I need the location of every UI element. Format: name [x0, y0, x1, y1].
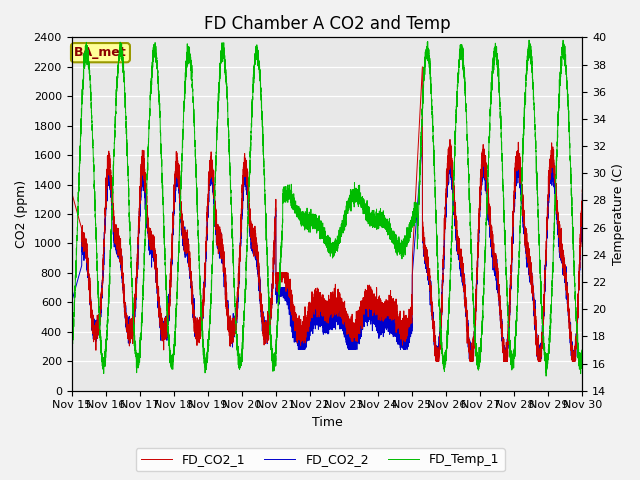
Title: FD Chamber A CO2 and Temp: FD Chamber A CO2 and Temp — [204, 15, 451, 33]
FD_CO2_2 — [68, 300, 76, 305]
FD_CO2_1 — [269, 292, 276, 298]
FD_Temp_1 — [525, 37, 533, 43]
X-axis label: Time: Time — [312, 416, 342, 429]
FD_CO2_2 — [579, 204, 586, 209]
FD_CO2_1 — [68, 189, 76, 195]
FD_CO2_2 — [283, 287, 291, 292]
FD_Temp_1 — [476, 352, 483, 358]
Text: BA_met: BA_met — [74, 46, 127, 59]
FD_Temp_1 — [542, 373, 550, 379]
FD_CO2_1 — [451, 204, 459, 210]
FD_CO2_1 — [490, 265, 497, 271]
FD_CO2_2 — [471, 334, 479, 340]
FD_Temp_1 — [490, 59, 497, 64]
FD_CO2_1 — [476, 188, 484, 193]
FD_Temp_1 — [269, 349, 276, 355]
FD_CO2_2 — [476, 212, 484, 218]
FD_CO2_2 — [490, 249, 497, 255]
Y-axis label: Temperature (C): Temperature (C) — [612, 163, 625, 265]
FD_Temp_1 — [68, 348, 76, 354]
FD_CO2_2 — [269, 288, 276, 293]
FD_Temp_1 — [451, 147, 459, 153]
Legend: FD_CO2_1, FD_CO2_2, FD_Temp_1: FD_CO2_1, FD_CO2_2, FD_Temp_1 — [136, 448, 504, 471]
Line: FD_Temp_1: FD_Temp_1 — [72, 40, 582, 376]
FD_CO2_1 — [471, 322, 479, 328]
FD_Temp_1 — [283, 192, 291, 197]
FD_CO2_1 — [579, 187, 586, 192]
FD_CO2_1 — [432, 359, 440, 364]
FD_CO2_2 — [451, 219, 459, 225]
FD_Temp_1 — [471, 334, 479, 340]
FD_CO2_1 — [283, 279, 291, 285]
FD_Temp_1 — [579, 352, 586, 358]
FD_CO2_2 — [432, 356, 440, 362]
FD_CO2_1 — [419, 64, 426, 70]
Line: FD_CO2_2: FD_CO2_2 — [72, 141, 582, 359]
Y-axis label: CO2 (ppm): CO2 (ppm) — [15, 180, 28, 248]
Line: FD_CO2_1: FD_CO2_1 — [72, 67, 582, 361]
FD_CO2_2 — [419, 138, 426, 144]
